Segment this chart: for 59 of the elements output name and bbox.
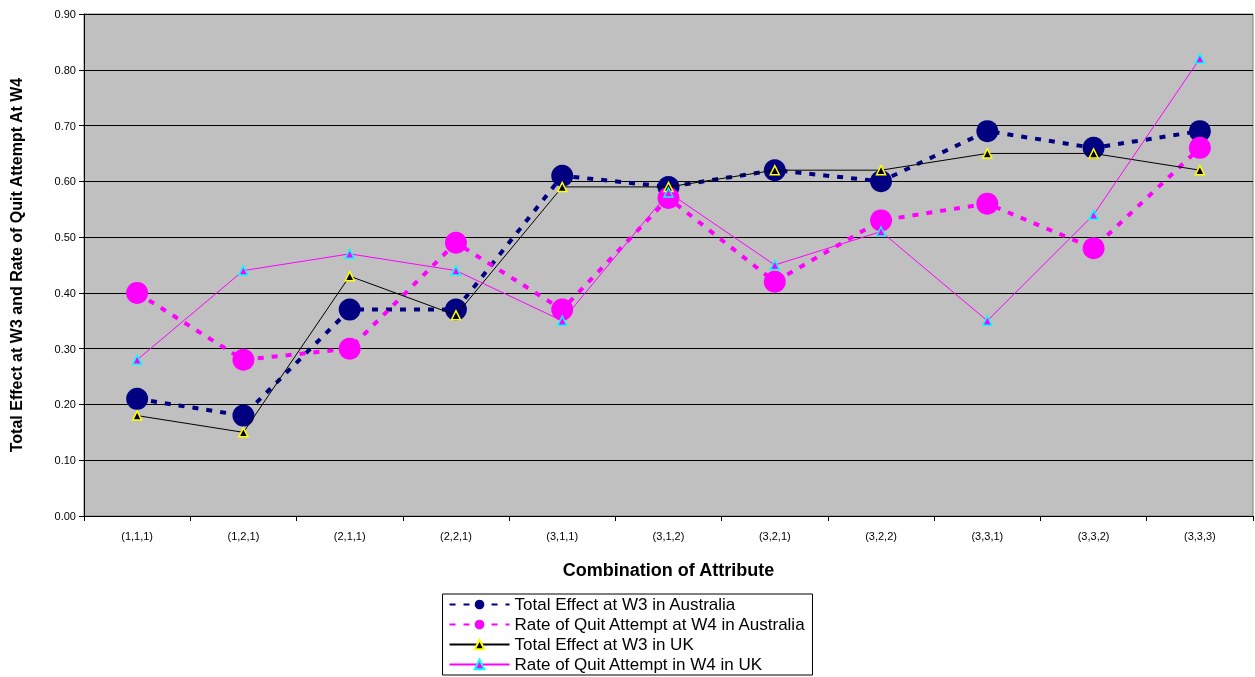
point bbox=[556, 315, 568, 327]
x-tick-label: (3,3,2) bbox=[1077, 529, 1110, 542]
point bbox=[769, 259, 781, 271]
x-tick-label: (2,2,1) bbox=[440, 529, 472, 542]
point bbox=[763, 270, 786, 293]
point bbox=[450, 265, 462, 276]
x-tick-label: (3,1,1) bbox=[546, 529, 579, 542]
point bbox=[232, 404, 255, 427]
x-axis-title: Combination of Attribute bbox=[562, 560, 775, 580]
y-tick-label: 0.70 bbox=[54, 119, 76, 132]
point bbox=[1194, 53, 1206, 64]
point bbox=[976, 192, 999, 215]
y-tick-label: 0.80 bbox=[54, 63, 76, 76]
legend-label: Rate of Quit Attempt at W4 in Australia bbox=[514, 615, 806, 634]
point bbox=[238, 427, 249, 438]
y-tick-label: 0.50 bbox=[54, 231, 76, 244]
y-tick-label: 0.40 bbox=[54, 286, 76, 299]
x-tick-label: (1,1,1) bbox=[121, 529, 154, 542]
point bbox=[344, 270, 355, 282]
point bbox=[556, 181, 568, 193]
y-tick-label: 0.10 bbox=[54, 454, 76, 467]
point bbox=[875, 164, 887, 176]
point bbox=[232, 348, 255, 371]
x-tick-label: (3,2,1) bbox=[758, 529, 791, 542]
y-tick-label: 0.60 bbox=[54, 175, 76, 188]
point bbox=[976, 120, 999, 143]
point bbox=[131, 410, 143, 421]
point bbox=[982, 315, 993, 327]
point bbox=[875, 226, 887, 237]
y-tick-label: 0.20 bbox=[54, 398, 76, 411]
point bbox=[1188, 136, 1211, 159]
y-axis-title: Total Effect at W3 and Rate of Quit Attempt At W4 bbox=[7, 77, 25, 453]
legend-label: Total Effect at W3 in Australia bbox=[514, 595, 736, 614]
y-tick-label: 0.30 bbox=[54, 342, 76, 355]
x-tick-label: (3,1,2) bbox=[652, 529, 685, 542]
point bbox=[1088, 209, 1099, 221]
point bbox=[1194, 164, 1206, 176]
x-tick-label: (3,3,3) bbox=[1183, 529, 1216, 542]
x-tick-label: (1,2,1) bbox=[227, 529, 260, 542]
point bbox=[344, 248, 355, 260]
y-tick-label: 0.90 bbox=[54, 8, 76, 20]
point bbox=[982, 148, 993, 159]
point bbox=[870, 209, 893, 232]
x-tick-label: (3,3,1) bbox=[971, 529, 1004, 542]
point bbox=[126, 387, 149, 410]
point bbox=[338, 298, 361, 321]
point bbox=[131, 354, 143, 366]
legend-label: Rate of Quit Attempt in W4 in UK bbox=[514, 655, 763, 674]
point bbox=[338, 337, 361, 360]
point bbox=[126, 281, 149, 304]
x-tick-label: (3,2,2) bbox=[865, 529, 897, 542]
point bbox=[551, 164, 574, 187]
x-tick-label: (2,1,1) bbox=[333, 529, 366, 542]
point bbox=[1082, 237, 1105, 260]
y-tick-label: 0.00 bbox=[54, 510, 76, 522]
point bbox=[444, 231, 467, 254]
point bbox=[1088, 148, 1099, 159]
point bbox=[238, 265, 249, 276]
legend-label: Total Effect at W3 in UK bbox=[514, 635, 695, 654]
